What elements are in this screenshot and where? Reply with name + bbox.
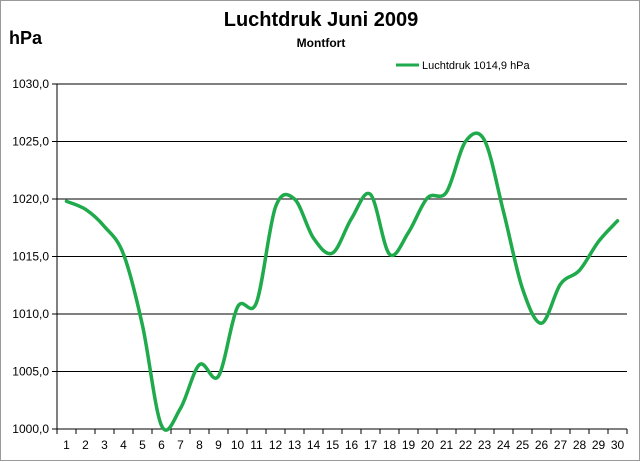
axes [52,83,628,434]
x-tick-label: 1 [63,438,70,452]
x-tick-label: 10 [231,438,245,452]
x-tick-label: 29 [592,438,606,452]
x-tick-label: 13 [288,438,302,452]
x-tick-label: 14 [307,438,321,452]
x-tick-label: 16 [345,438,359,452]
y-tick-label: 1025,0 [12,135,49,149]
chart-subtitle: Montfort [296,36,346,50]
x-tick-label: 3 [101,438,108,452]
chart-title: Luchtdruk Juni 2009 [223,9,419,31]
x-tick-label: 17 [364,438,378,452]
x-tick-label: 4 [120,438,127,452]
y-axis-label: hPa [9,28,43,48]
series-line [64,131,620,432]
x-tick-label: 30 [611,438,625,452]
x-tick-label: 24 [497,438,511,452]
x-tick-label: 20 [421,438,435,452]
x-tick-label: 5 [139,438,146,452]
y-tick-label: 1010,0 [12,307,49,321]
y-tick-label: 1020,0 [12,192,49,206]
y-tick-label: 1015,0 [12,250,49,264]
legend: Luchtdruk 1014,9 hPa [396,60,531,72]
x-tick-label: 19 [402,438,416,452]
x-tick-label: 7 [177,438,184,452]
x-tick-label: 9 [215,438,222,452]
x-tick-label: 27 [554,438,568,452]
x-tick-label: 8 [196,438,203,452]
x-tick-label: 18 [383,438,397,452]
legend-label: Luchtdruk 1014,9 hPa [422,60,531,72]
series-group [64,131,620,432]
x-tick-label: 12 [269,438,283,452]
y-tick-label: 1030,0 [12,77,49,91]
x-tick-label: 6 [158,438,165,452]
x-tick-label: 23 [478,438,492,452]
y-tick-label: 1000,0 [12,422,49,436]
y-tick-label: 1005,0 [12,365,49,379]
x-tick-label: 21 [440,438,454,452]
x-tick-label: 28 [573,438,587,452]
x-tick-label: 15 [326,438,340,452]
x-tick-label: 2 [82,438,89,452]
x-tick-labels: 1 2 3 4 5 6 7 8 9 10 11 12 13 14 15 16 17 18 19 20 21 22 23 24 2… [63,438,624,452]
x-tick-label: 11 [250,438,263,452]
x-tick-label: 25 [516,438,530,452]
x-tick-label: 26 [535,438,549,452]
y-tick-labels: 1000,0 1005,0 1010,0 1015,0 1020,0 1025,0 1030… [12,77,49,436]
x-tick-label: 22 [459,438,473,452]
